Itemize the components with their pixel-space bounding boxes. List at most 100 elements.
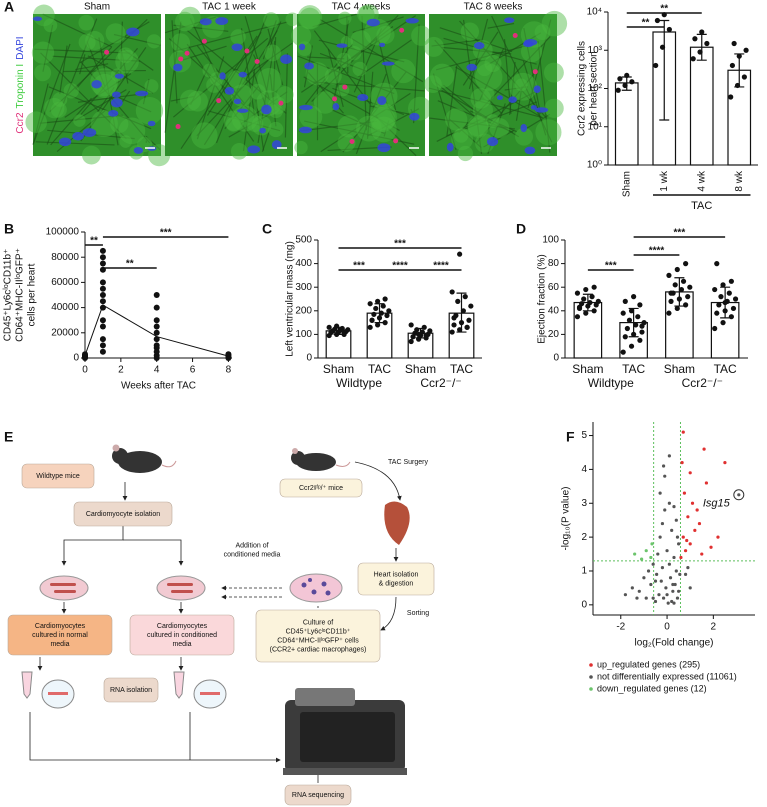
fiber <box>294 140 308 155</box>
nucleus <box>110 98 123 108</box>
fiber <box>297 5 323 30</box>
data-point <box>672 555 676 560</box>
nucleus <box>446 142 454 152</box>
fiber <box>424 75 442 94</box>
data-point <box>628 308 635 314</box>
fiber-edge <box>173 24 229 32</box>
fiber-edge <box>164 21 182 133</box>
workflow-box <box>103 677 159 703</box>
data-point <box>672 282 678 288</box>
significance-label: *** <box>160 228 172 239</box>
micrograph <box>423 10 568 162</box>
fiber-edge <box>435 42 536 71</box>
data-point <box>671 589 675 593</box>
nucleus <box>224 86 235 95</box>
workflow-box <box>21 463 95 489</box>
legend-marker <box>589 663 593 667</box>
fiber <box>263 12 279 28</box>
data-point <box>225 351 232 358</box>
x-tick-label: TAC <box>714 362 737 376</box>
data-point <box>692 36 698 42</box>
ccr2-cell <box>216 98 222 104</box>
data-point <box>382 320 388 326</box>
fiber <box>117 47 134 64</box>
data-point <box>687 284 693 290</box>
data-point <box>728 314 734 320</box>
fiber <box>105 23 126 44</box>
nucleus <box>366 18 380 27</box>
ccr2-cell <box>244 48 250 54</box>
data-point <box>661 464 666 468</box>
data-point <box>455 298 461 304</box>
data-point <box>716 535 720 539</box>
fiber <box>276 86 294 104</box>
data-point <box>670 599 674 604</box>
workflow-text: Ccr2ᵍᶠᵖ/⁺ mice <box>299 485 343 492</box>
nucleus <box>112 91 121 98</box>
fiber <box>543 62 564 83</box>
stain-name: Troponin I <box>15 64 26 109</box>
y-tick-label: 10² <box>588 83 603 94</box>
data-point <box>663 474 667 478</box>
fiber-edge <box>307 56 345 60</box>
fiber-edge <box>252 71 267 108</box>
micrograph-title: TAC 1 week <box>202 2 257 13</box>
fiber <box>206 76 223 93</box>
data-point <box>714 261 720 267</box>
ccr2-cell <box>184 50 190 56</box>
data-point <box>670 528 674 532</box>
nucleus <box>298 126 312 134</box>
data-point <box>680 461 684 465</box>
data-point <box>375 298 381 304</box>
nucleus <box>280 54 293 65</box>
fiber-edge <box>190 62 211 106</box>
y-tick-label: 1 <box>581 566 587 577</box>
data-point <box>631 331 637 337</box>
significance-label: **** <box>649 246 665 257</box>
workflow-text: media <box>50 641 69 648</box>
y-tick-label: 3 <box>581 498 587 509</box>
fiber <box>484 54 502 73</box>
fiber-edge <box>443 84 487 121</box>
data-point <box>99 336 106 343</box>
fiber-edge <box>168 38 263 122</box>
data-point <box>686 565 690 570</box>
annotated-gene <box>733 489 745 501</box>
fiber <box>453 128 469 143</box>
data-point <box>574 314 581 320</box>
x-tick-label: 4 <box>154 365 160 376</box>
fiber-edge <box>115 95 152 113</box>
workflow-text: conditioned media <box>224 551 281 558</box>
data-point <box>637 337 643 343</box>
fiber-edge <box>312 13 357 28</box>
fiber-edge <box>366 71 374 139</box>
data-point <box>678 572 682 576</box>
fiber-edge <box>358 39 412 78</box>
nucleus <box>298 104 313 111</box>
data-point <box>683 572 688 576</box>
nucleus <box>304 62 314 70</box>
data-point <box>668 576 673 580</box>
data-point <box>731 40 737 47</box>
fiber <box>63 83 79 99</box>
workflow-text: Addition of <box>235 542 268 549</box>
data-point <box>688 542 692 546</box>
data-point <box>376 315 383 321</box>
data-point <box>649 555 653 560</box>
fiber <box>411 25 432 46</box>
data-point <box>451 315 457 321</box>
nucleus <box>298 43 306 51</box>
fiber <box>249 83 266 100</box>
data-point <box>633 322 639 328</box>
data-point <box>449 289 455 295</box>
data-point <box>695 508 699 512</box>
data-point <box>341 331 347 337</box>
fiber-edge <box>468 18 489 89</box>
fiber <box>146 34 162 49</box>
fiber-edge <box>455 66 543 119</box>
data-point <box>334 323 340 329</box>
y-tick-label: 80 <box>548 258 560 269</box>
data-point <box>712 286 718 293</box>
nucleus <box>147 120 156 127</box>
nucleus <box>173 63 183 72</box>
